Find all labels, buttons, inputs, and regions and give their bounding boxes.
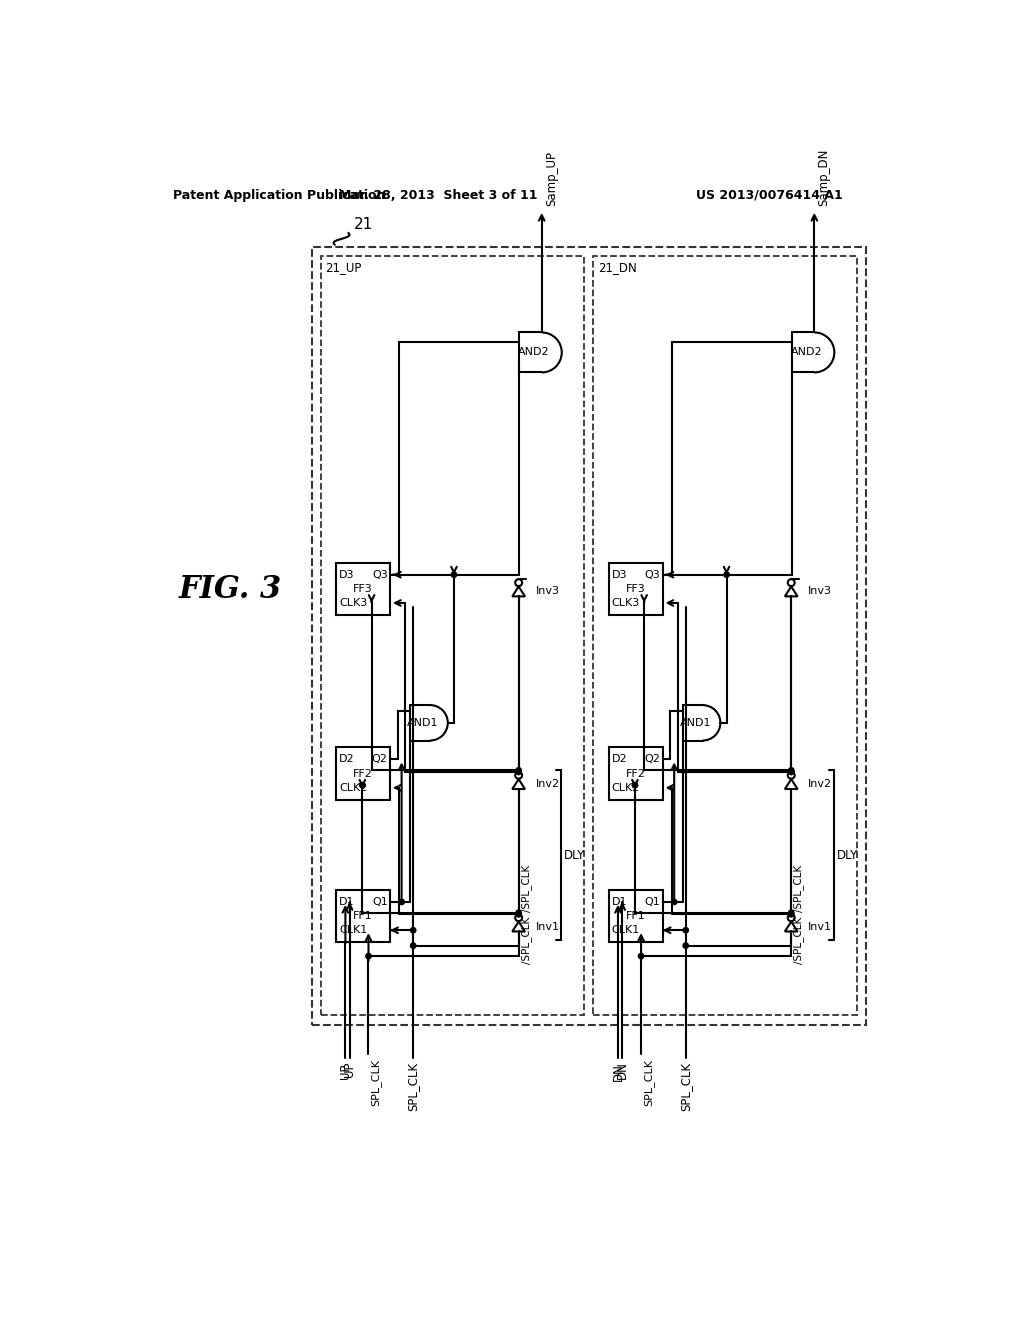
Circle shape xyxy=(411,942,416,948)
Text: Inv1: Inv1 xyxy=(808,921,833,932)
Text: DN: DN xyxy=(611,1063,625,1081)
Text: FF2: FF2 xyxy=(626,768,645,779)
Bar xyxy=(608,890,663,942)
Text: US 2013/0076414 A1: US 2013/0076414 A1 xyxy=(696,189,843,202)
Bar xyxy=(311,247,866,1024)
Circle shape xyxy=(516,912,521,917)
Text: 21_UP: 21_UP xyxy=(326,261,361,273)
Circle shape xyxy=(638,953,644,958)
Text: /SPL_CLK: /SPL_CLK xyxy=(521,916,531,964)
Text: AND1: AND1 xyxy=(408,718,439,727)
Bar xyxy=(336,890,390,942)
Text: Inv3: Inv3 xyxy=(536,586,559,597)
Circle shape xyxy=(788,770,794,775)
Text: /SPL_CLK: /SPL_CLK xyxy=(794,865,805,912)
Text: /SPL_CLK: /SPL_CLK xyxy=(794,916,805,964)
Circle shape xyxy=(724,572,729,577)
Text: CLK1: CLK1 xyxy=(339,925,368,935)
Text: Q1: Q1 xyxy=(644,898,660,907)
Circle shape xyxy=(516,909,521,916)
Bar xyxy=(608,747,663,800)
Text: Samp_DN: Samp_DN xyxy=(817,149,830,206)
Text: FF1: FF1 xyxy=(626,911,645,921)
Bar xyxy=(336,562,390,615)
Text: Inv2: Inv2 xyxy=(808,779,833,789)
Bar xyxy=(593,256,857,1015)
Circle shape xyxy=(366,953,371,958)
Text: Inv2: Inv2 xyxy=(536,779,560,789)
Text: FF2: FF2 xyxy=(353,768,373,779)
Text: Q3: Q3 xyxy=(644,570,660,579)
Text: Inv3: Inv3 xyxy=(808,586,833,597)
Text: Q2: Q2 xyxy=(644,755,660,764)
Text: CLK3: CLK3 xyxy=(339,598,368,609)
Text: FF3: FF3 xyxy=(353,583,373,594)
Text: UP: UP xyxy=(339,1063,352,1078)
Bar xyxy=(321,256,584,1015)
Text: FF3: FF3 xyxy=(626,583,645,594)
Circle shape xyxy=(452,572,457,577)
Circle shape xyxy=(516,768,521,774)
Text: 21: 21 xyxy=(354,216,373,231)
Circle shape xyxy=(683,942,688,948)
Text: D2: D2 xyxy=(611,755,628,764)
Text: Inv1: Inv1 xyxy=(536,921,559,932)
Bar xyxy=(608,562,663,615)
Text: FF1: FF1 xyxy=(353,911,373,921)
Circle shape xyxy=(788,909,794,916)
Text: CLK2: CLK2 xyxy=(611,783,640,793)
Text: DLY: DLY xyxy=(837,849,858,862)
Text: FIG. 3: FIG. 3 xyxy=(179,574,283,605)
Text: SPL_CLK: SPL_CLK xyxy=(371,1059,382,1106)
Text: SPL_CLK: SPL_CLK xyxy=(643,1059,654,1106)
Text: SPL_CLK: SPL_CLK xyxy=(407,1061,420,1110)
Text: D2: D2 xyxy=(339,755,355,764)
Text: /SPL_CLK: /SPL_CLK xyxy=(521,865,531,912)
Text: SPL_CLK: SPL_CLK xyxy=(679,1061,692,1110)
Circle shape xyxy=(632,783,638,788)
Text: AND2: AND2 xyxy=(518,347,550,358)
Text: D1: D1 xyxy=(339,898,354,907)
Circle shape xyxy=(411,928,416,933)
Text: DLY: DLY xyxy=(564,849,586,862)
Text: D3: D3 xyxy=(339,570,354,579)
Text: DN: DN xyxy=(615,1061,629,1080)
Text: CLK3: CLK3 xyxy=(611,598,640,609)
Circle shape xyxy=(683,928,688,933)
Circle shape xyxy=(788,768,794,774)
Text: D3: D3 xyxy=(611,570,628,579)
Text: Samp_UP: Samp_UP xyxy=(545,152,558,206)
Text: 21_DN: 21_DN xyxy=(598,261,637,273)
Circle shape xyxy=(359,783,365,788)
Text: CLK2: CLK2 xyxy=(339,783,368,793)
Circle shape xyxy=(399,899,404,904)
Circle shape xyxy=(516,770,521,775)
Text: D1: D1 xyxy=(611,898,628,907)
Text: AND1: AND1 xyxy=(680,718,712,727)
Text: UP: UP xyxy=(343,1061,356,1077)
Bar xyxy=(336,747,390,800)
Circle shape xyxy=(788,912,794,917)
Text: Mar. 28, 2013  Sheet 3 of 11: Mar. 28, 2013 Sheet 3 of 11 xyxy=(339,189,538,202)
Text: AND2: AND2 xyxy=(791,347,822,358)
Circle shape xyxy=(788,770,794,775)
Circle shape xyxy=(672,899,677,904)
Text: Q3: Q3 xyxy=(372,570,388,579)
Text: CLK1: CLK1 xyxy=(611,925,640,935)
Circle shape xyxy=(516,770,521,775)
Text: Patent Application Publication: Patent Application Publication xyxy=(173,189,385,202)
Text: Q2: Q2 xyxy=(372,755,388,764)
Text: Q1: Q1 xyxy=(372,898,388,907)
